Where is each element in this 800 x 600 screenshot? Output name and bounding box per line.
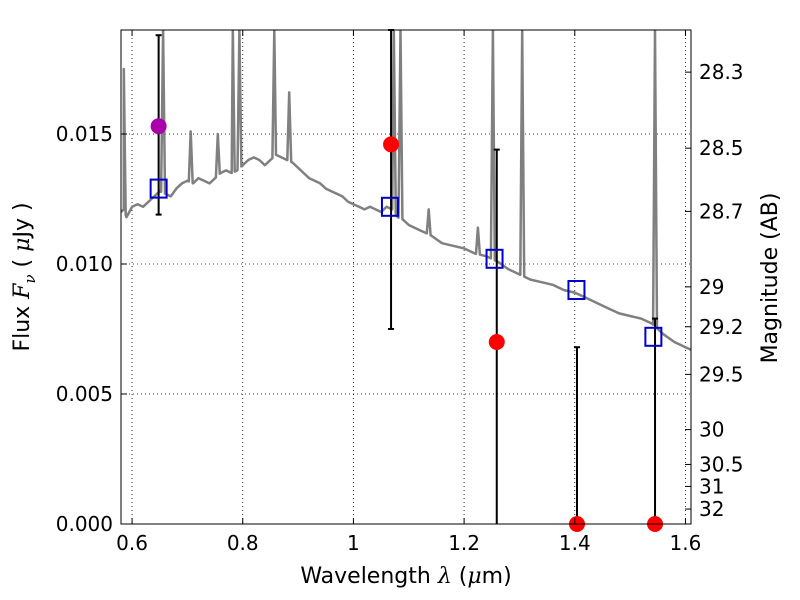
- x-tick-label: 1.2: [448, 531, 480, 555]
- model-square-marker: [485, 248, 504, 269]
- ticks: 0.6 0.8 1 1.2 1.4 1.6 0.000 0.005 0.010 0.015 28.3…: [56, 30, 744, 555]
- y2-axis-label: Magnitude (AB): [758, 193, 783, 364]
- plot-background: [121, 30, 691, 524]
- data-layer: [121, 30, 691, 351]
- y2-tick-label: 32: [699, 497, 724, 521]
- sed-line: [121, 30, 691, 351]
- y-axis-label: Flux Fν ( μJy ): [10, 202, 39, 351]
- model-square-marker: [149, 178, 168, 199]
- observed-point: [150, 118, 167, 135]
- y2-tick-label: 29: [699, 275, 724, 299]
- model-square-marker: [380, 196, 399, 217]
- y2-tick-label: 30: [699, 418, 724, 442]
- x-tick-label: 1.4: [559, 531, 591, 555]
- observed-point: [383, 136, 400, 153]
- y-tick-label: 0.000: [56, 512, 113, 536]
- x-tick-label: 0.8: [227, 531, 259, 555]
- y2-tick-label: 28.3: [699, 60, 744, 84]
- x-tick-label: 1.6: [670, 531, 702, 555]
- x-tick-label: 0.6: [116, 531, 148, 555]
- observed-point: [488, 334, 505, 350]
- y2-tick-label: 29.5: [699, 362, 744, 386]
- y-tick-label: 0.010: [56, 252, 113, 276]
- y2-tick-label: 29.2: [699, 315, 744, 339]
- x-tick-label: 1: [347, 531, 360, 555]
- y2-tick-label: 28.5: [699, 136, 744, 160]
- model-square-marker: [644, 326, 663, 347]
- marker-layer: [149, 29, 664, 532]
- y-tick-label: 0.015: [56, 122, 113, 146]
- y2-tick-label: 28.7: [699, 199, 744, 223]
- x-axis-label: Wavelength λ (μm): [300, 564, 511, 589]
- y2-tick-label: 30.5: [699, 452, 744, 476]
- plot-frame: [120, 29, 692, 525]
- y2-tick-label: 31: [699, 474, 724, 498]
- model-square-marker: [567, 280, 586, 300]
- y-tick-label: 0.005: [56, 382, 113, 406]
